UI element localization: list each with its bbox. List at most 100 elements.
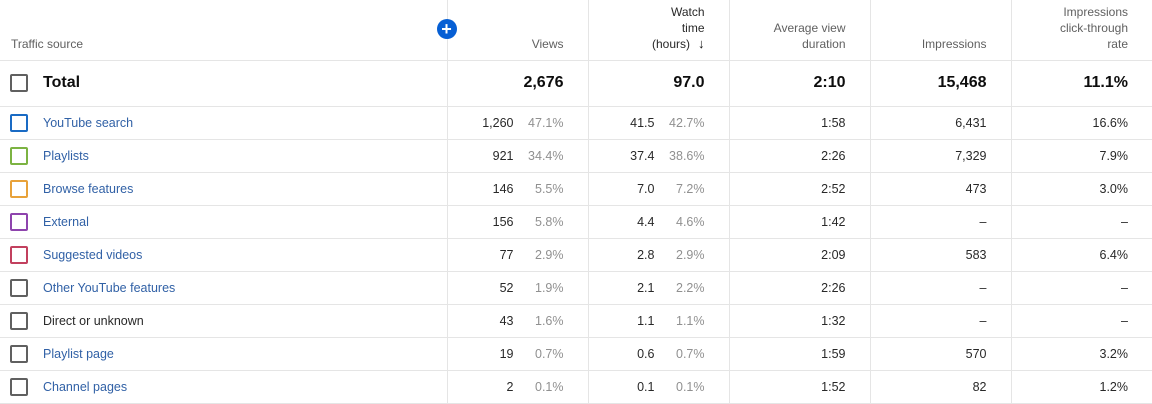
watch-time-value: 2.8 [637,247,655,262]
header-views[interactable]: Views [446,0,588,61]
row-checkbox[interactable] [10,179,28,198]
ctr-cell: – [1010,271,1152,305]
row-checkbox[interactable] [10,146,28,165]
ctr-cell: 16.6% [1010,106,1152,140]
traffic-source-label: Traffic source [11,36,84,51]
ctr-cell: 3.0% [1010,172,1152,206]
ctr-label: click-through [1059,20,1128,35]
traffic-source-name[interactable]: YouTube search [43,115,134,130]
views-percent: 0.7% [535,346,564,361]
views-percent: 0.1% [535,379,564,394]
watch-time-cell: 37.4 38.6% [587,139,729,173]
watch-time-cell: 2.1 2.2% [587,271,729,305]
table-row: Channel pages 2 0.1% 0.1 0.1% 1:52 82 1.2% [0,370,1152,404]
row-checkbox[interactable] [10,278,28,297]
total-checkbox[interactable] [10,74,28,92]
total-ctr: 11.1% [1010,60,1152,107]
traffic-source-name[interactable]: Browse features [43,181,134,196]
header-watch-time[interactable]: Watch time (hours) ↓ [587,0,729,61]
impressions-cell: 583 [869,238,1011,272]
watch-time-value: 4.4 [637,214,655,229]
watch-time-cell: 7.0 7.2% [587,172,729,206]
impressions-cell: 473 [869,172,1011,206]
total-impressions: 15,468 [869,60,1011,107]
views-percent: 2.9% [535,247,564,262]
views-cell: 77 2.9% [446,238,588,272]
row-checkbox[interactable] [10,245,28,264]
watch-time-percent: 7.2% [676,181,705,196]
watch-time-percent: 2.9% [676,247,705,262]
views-value: 921 [492,148,514,163]
traffic-source-name: Direct or unknown [43,313,144,328]
views-value: 1,260 [482,115,514,130]
avg-duration-cell: 1:58 [728,106,870,140]
avg-duration-cell: 1:32 [728,304,870,338]
views-cell: 43 1.6% [446,304,588,338]
views-value: 156 [492,214,514,229]
traffic-source-name[interactable]: Other YouTube features [43,280,176,295]
traffic-source-name[interactable]: External [43,214,89,229]
ctr-cell: – [1010,205,1152,239]
views-value: 146 [492,181,514,196]
views-value: 77 [499,247,514,262]
arrow-down-icon[interactable]: ↓ [698,35,705,51]
traffic-source-name[interactable]: Playlist page [43,346,114,361]
views-percent: 1.6% [535,313,564,328]
total-avg-duration: 2:10 [728,60,870,107]
views-value: 43 [499,313,514,328]
views-cell: 19 0.7% [446,337,588,371]
total-label: Total [43,74,81,91]
views-cell: 921 34.4% [446,139,588,173]
row-checkbox[interactable] [10,212,28,231]
watch-time-label: Watch [670,4,705,19]
views-value: 52 [499,280,514,295]
header-impressions[interactable]: Impressions [869,0,1011,61]
watch-time-value: 37.4 [630,148,655,163]
views-cell: 2 0.1% [446,370,588,404]
row-checkbox[interactable] [10,311,28,330]
impressions-cell: 570 [869,337,1011,371]
impressions-cell: 6,431 [869,106,1011,140]
avg-label: Average view [773,20,846,35]
watch-time-value: 0.1 [637,379,655,394]
watch-time-percent: 0.1% [676,379,705,394]
impressions-cell: – [869,271,1011,305]
impressions-cell: – [869,304,1011,338]
header-row: Traffic source + Views Watch time (hours) ↓ … [0,0,1152,61]
row-checkbox[interactable] [10,113,28,132]
ctr-cell: – [1010,304,1152,338]
impressions-cell: 82 [869,370,1011,404]
ctr-label: rate [1107,36,1128,51]
table-row: Playlist page 19 0.7% 0.6 0.7% 1:59 570 3.… [0,337,1152,371]
row-checkbox[interactable] [10,344,28,363]
ctr-cell: 6.4% [1010,238,1152,272]
watch-time-value: 41.5 [630,115,655,130]
watch-time-value: 1.1 [637,313,655,328]
table-row: YouTube search 1,260 47.1% 41.5 42.7% 1:58… [0,106,1152,140]
avg-duration-cell: 2:52 [728,172,870,206]
views-cell: 52 1.9% [446,271,588,305]
traffic-source-name[interactable]: Channel pages [43,379,128,394]
watch-time-cell: 2.8 2.9% [587,238,729,272]
add-metric-button[interactable]: + [436,19,457,39]
header-avg-view-duration[interactable]: Average view duration [728,0,870,61]
views-percent: 5.5% [535,181,564,196]
table-row: Browse features 146 5.5% 7.0 7.2% 2:52 473… [0,172,1152,206]
plus-circle-icon: + [441,19,452,39]
avg-duration-cell: 2:26 [728,139,870,173]
table-row: Playlists 921 34.4% 37.4 38.6% 2:26 7,329 … [0,139,1152,173]
row-checkbox[interactable] [10,377,28,396]
views-percent: 47.1% [528,115,564,130]
traffic-source-name[interactable]: Suggested videos [43,247,143,262]
header-ctr[interactable]: Impressions click-through rate [1010,0,1152,61]
ctr-cell: 7.9% [1010,139,1152,173]
views-cell: 146 5.5% [446,172,588,206]
ctr-cell: 1.2% [1010,370,1152,404]
watch-time-percent: 2.2% [676,280,705,295]
avg-duration-cell: 1:59 [728,337,870,371]
views-percent: 5.8% [535,214,564,229]
traffic-source-name[interactable]: Playlists [43,148,89,163]
views-cell: 1,260 47.1% [446,106,588,140]
views-value: 2 [506,379,514,394]
watch-time-cell: 4.4 4.6% [587,205,729,239]
